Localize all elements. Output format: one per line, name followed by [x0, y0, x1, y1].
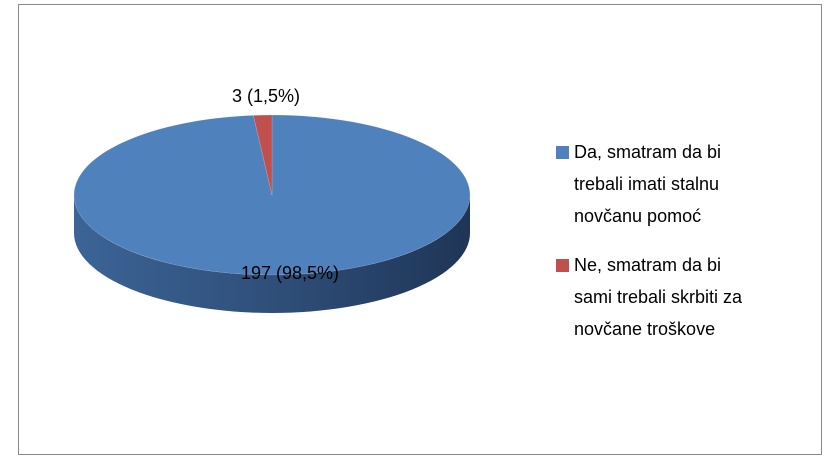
legend-swatch — [556, 146, 569, 159]
legend-item: Ne, smatram da bi sami trebali skrbiti z… — [556, 249, 776, 345]
data-label: 3 (1,5%) — [232, 86, 300, 106]
legend-item: Da, smatram da bi trebali imati stalnu n… — [556, 136, 776, 232]
data-label: 197 (98,5%) — [241, 263, 339, 283]
legend-label: Da, smatram da bi trebali imati stalnu n… — [574, 142, 722, 226]
legend: Da, smatram da bi trebali imati stalnu n… — [556, 136, 776, 362]
pie-side — [74, 195, 470, 313]
pie — [73, 114, 471, 313]
legend-label: Ne, smatram da bi sami trebali skrbiti z… — [574, 255, 743, 339]
legend-swatch — [556, 259, 569, 272]
pie-slice — [73, 114, 471, 276]
pie-slice — [253, 114, 273, 196]
